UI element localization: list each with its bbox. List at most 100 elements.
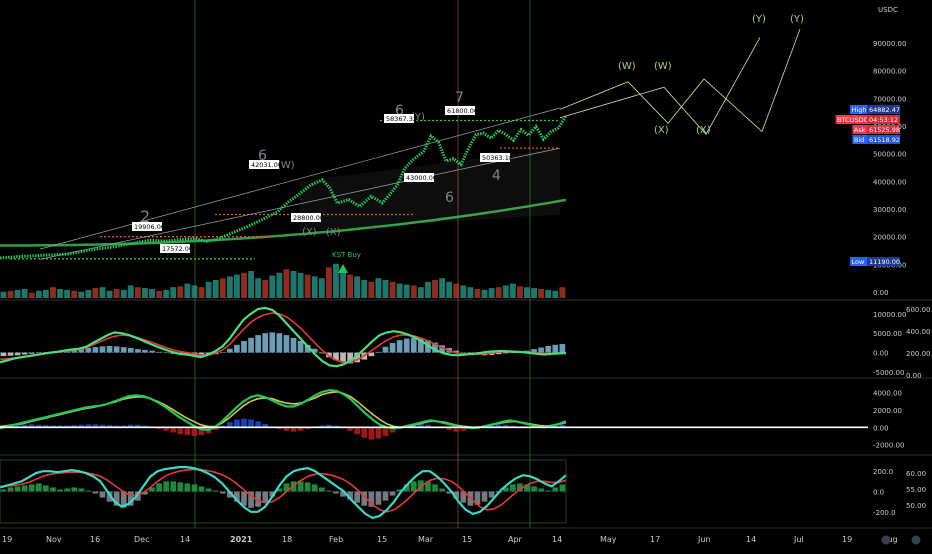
projection-wave-label: (X) <box>654 125 669 136</box>
histogram-bar <box>85 490 92 492</box>
histogram-bar <box>347 491 353 500</box>
volume-bar <box>538 289 545 298</box>
volume-bar <box>396 283 403 298</box>
quote-tag-label: High <box>852 106 867 114</box>
date-axis-label: 15 <box>462 535 472 544</box>
date-axis-label: Dec <box>134 535 149 544</box>
macd-axis-label: 4000.00 <box>873 390 902 398</box>
quote-tag-label-box <box>835 115 867 124</box>
volume-bar <box>318 278 325 298</box>
histogram-bar <box>382 346 389 353</box>
auto-scale-button[interactable] <box>881 535 891 545</box>
volume-bar <box>35 290 42 298</box>
histogram-bar <box>255 491 261 507</box>
histogram-bar <box>113 346 120 353</box>
date-axis-label: Mar <box>418 535 434 544</box>
histogram-bar <box>106 425 113 428</box>
histogram-bar <box>106 491 113 502</box>
signal-line <box>0 390 567 429</box>
macd-axis-label: 0.00 <box>873 424 889 432</box>
date-axis-label: Nov <box>46 535 62 544</box>
histogram-bar <box>368 491 375 507</box>
histogram-bar <box>142 349 148 353</box>
volume-bar <box>0 291 7 298</box>
histogram-bar <box>418 338 424 353</box>
histogram-bar <box>234 419 240 428</box>
projection-wave-label: (X) <box>696 125 711 136</box>
volume-bar <box>389 281 396 298</box>
histogram-bar <box>212 490 219 492</box>
histogram-bar <box>113 425 120 428</box>
histogram-bar <box>255 335 261 353</box>
histogram-bar <box>460 491 467 503</box>
volume-bar <box>368 281 375 298</box>
volume-bar <box>474 289 481 298</box>
histogram-bar <box>460 352 467 354</box>
macd-axis-label: -2000.00 <box>873 442 904 450</box>
quote-tag-label: BTCUSDC <box>837 116 868 124</box>
histogram-bar <box>64 488 70 492</box>
histogram-bar <box>219 425 226 428</box>
histogram-bar <box>241 491 247 506</box>
histogram-bar <box>57 489 63 492</box>
histogram-bar <box>99 491 106 498</box>
volume-bar <box>106 290 113 298</box>
volume-bar <box>92 288 99 298</box>
histogram-bar <box>127 347 134 353</box>
volume-bar <box>156 290 163 298</box>
volume-bar <box>120 289 127 298</box>
histogram-bar <box>354 491 361 503</box>
histogram-bar <box>474 491 481 505</box>
histogram-bar <box>276 488 283 492</box>
shaded-zone <box>300 148 560 232</box>
price-axis-label: 90000.00 <box>873 40 906 48</box>
histogram-bar <box>106 345 113 353</box>
histogram-bar <box>403 338 410 353</box>
histogram-bar <box>326 424 332 428</box>
histogram-bar <box>502 352 509 354</box>
momentum-axis-label: 0.00 <box>873 350 889 358</box>
trend-channel-line <box>39 147 561 260</box>
wave-label: (Y) <box>411 112 425 123</box>
histogram-bar <box>269 332 276 353</box>
histogram-bar <box>283 335 290 353</box>
histogram-bar <box>403 484 410 492</box>
volume-bar <box>219 278 226 298</box>
volume-bar <box>283 269 290 298</box>
histogram-bar <box>135 349 141 353</box>
histogram-bar <box>559 484 566 492</box>
histogram-bar <box>453 491 460 499</box>
momentum-axis-label: 5000.00 <box>873 330 902 338</box>
histogram-bar <box>347 352 353 364</box>
histogram-bar <box>170 481 177 492</box>
volume-bar <box>170 287 177 298</box>
histogram-bar <box>410 481 417 492</box>
histogram-bar <box>262 491 269 503</box>
histogram-bar <box>28 424 35 428</box>
settings-button[interactable] <box>911 535 921 545</box>
projection-wave-label: (W) <box>618 61 636 72</box>
projection-wave-label: (Y) <box>790 14 804 25</box>
date-axis-label: 17 <box>650 535 660 544</box>
volume-bar <box>262 280 269 298</box>
rsi-axis-label-right: 50.00 <box>906 502 926 510</box>
price-label-text: 61800.00 <box>447 107 478 115</box>
histogram-bar <box>120 425 127 428</box>
price-axis-label: 20000.00 <box>873 234 906 242</box>
price-label-box <box>404 173 434 182</box>
rsi-axis-label: 0.0 <box>873 489 884 497</box>
histogram-bar <box>545 490 552 492</box>
volume-bar <box>531 288 537 298</box>
histogram-bar <box>191 484 198 492</box>
histogram-bar <box>212 427 219 430</box>
histogram-bar <box>163 427 169 431</box>
histogram-bar <box>283 427 290 431</box>
histogram-bar <box>290 427 297 432</box>
histogram-bar <box>21 424 28 428</box>
histogram-bar <box>219 491 226 494</box>
date-axis-label: 2021 <box>230 535 253 544</box>
volume-bar <box>142 288 148 298</box>
histogram-bar <box>127 491 134 506</box>
